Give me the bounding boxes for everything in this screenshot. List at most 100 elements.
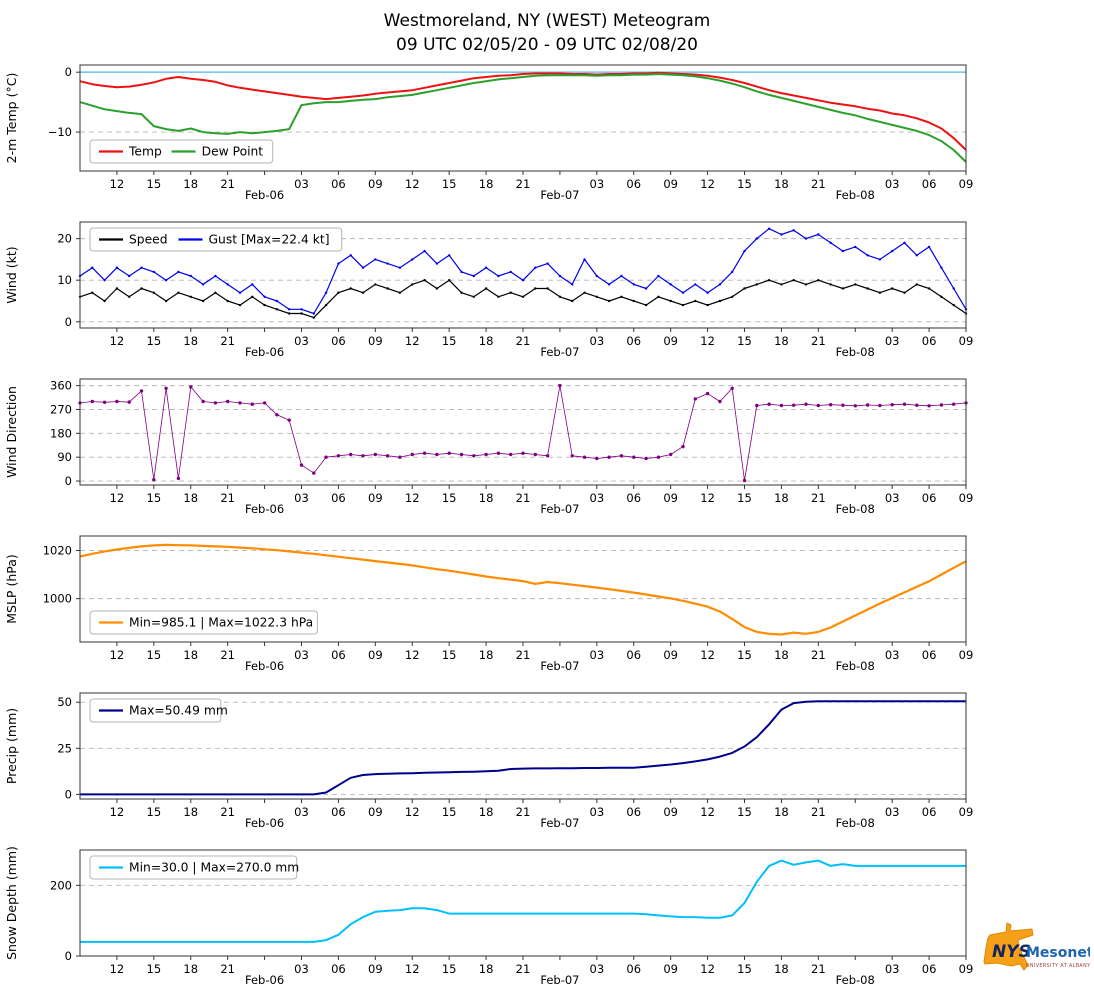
svg-text:18: 18: [774, 491, 789, 505]
svg-text:03: 03: [590, 491, 605, 505]
mslp-plot: 1020 1000 12 15 18 21 Feb-06 03 06 09 12 15 18 21 Feb-…: [4, 535, 974, 673]
svg-text:03: 03: [885, 648, 900, 662]
svg-text:18: 18: [774, 962, 789, 976]
snow-plot: 0 200 12 15 18 21 Feb-06 03 06 09 12 15 18 21 Feb-07 03…: [4, 846, 973, 987]
svg-text:12: 12: [700, 648, 715, 662]
svg-text:15: 15: [737, 334, 752, 348]
svg-text:15: 15: [147, 805, 162, 819]
svg-text:Feb-06: Feb-06: [245, 973, 284, 987]
svg-text:18: 18: [183, 491, 198, 505]
svg-text:21: 21: [516, 334, 531, 348]
svg-text:15: 15: [442, 491, 457, 505]
svg-text:03: 03: [294, 491, 309, 505]
svg-text:15: 15: [737, 648, 752, 662]
svg-text:21: 21: [220, 177, 235, 191]
svg-text:Feb-06: Feb-06: [245, 188, 284, 202]
svg-text:21: 21: [811, 648, 826, 662]
panel-precip: 0 25 50 12 15 18 21 Feb-06 03 06 09 12 15 18 21 Feb-07 0…: [0, 687, 1094, 844]
svg-text:Feb-07: Feb-07: [540, 973, 579, 987]
svg-text:03: 03: [590, 805, 605, 819]
svg-text:18: 18: [774, 177, 789, 191]
svg-text:12: 12: [700, 491, 715, 505]
svg-text:09: 09: [368, 491, 383, 505]
svg-text:12: 12: [700, 334, 715, 348]
svg-text:Feb-06: Feb-06: [245, 659, 284, 673]
svg-text:18: 18: [774, 334, 789, 348]
svg-text:15: 15: [147, 491, 162, 505]
svg-text:15: 15: [737, 177, 752, 191]
svg-text:15: 15: [737, 491, 752, 505]
svg-text:21: 21: [516, 962, 531, 976]
svg-text:10: 10: [57, 273, 72, 287]
svg-text:03: 03: [885, 962, 900, 976]
svg-text:09: 09: [368, 805, 383, 819]
svg-text:09: 09: [959, 648, 974, 662]
panel-mslp: 1020 1000 12 15 18 21 Feb-06 03 06 09 12 15 18 21 Feb-…: [0, 530, 1094, 687]
svg-text:06: 06: [331, 334, 346, 348]
svg-text:21: 21: [516, 491, 531, 505]
svg-text:18: 18: [479, 648, 494, 662]
ny-state-icon: NYS Mesonet UNIVERSITY AT ALBANY: [983, 922, 1090, 971]
svg-text:09: 09: [959, 491, 974, 505]
svg-text:Feb-06: Feb-06: [245, 345, 284, 359]
svg-text:12: 12: [110, 491, 125, 505]
svg-text:360: 360: [50, 379, 72, 393]
svg-text:09: 09: [959, 177, 974, 191]
svg-text:18: 18: [479, 177, 494, 191]
svg-text:15: 15: [442, 177, 457, 191]
svg-text:06: 06: [331, 648, 346, 662]
svg-text:270: 270: [50, 403, 72, 417]
svg-text:18: 18: [183, 334, 198, 348]
svg-text:15: 15: [147, 177, 162, 191]
panel-2m-temp: 0 −10 12 15 18 21 Feb-06 03 06 09 12 15 18 21 Feb-07 03…: [0, 59, 1094, 216]
svg-text:15: 15: [147, 334, 162, 348]
svg-text:18: 18: [479, 962, 494, 976]
svg-text:21: 21: [811, 177, 826, 191]
nys-mesonet-logo: NYS Mesonet UNIVERSITY AT ALBANY: [980, 910, 1090, 994]
svg-text:25: 25: [57, 742, 72, 756]
svg-text:09: 09: [368, 648, 383, 662]
svg-text:03: 03: [590, 648, 605, 662]
svg-text:15: 15: [442, 805, 457, 819]
svg-text:09: 09: [368, 177, 383, 191]
svg-text:06: 06: [922, 177, 937, 191]
svg-text:Feb-08: Feb-08: [836, 816, 875, 830]
svg-text:09: 09: [663, 648, 678, 662]
svg-text:200: 200: [50, 879, 72, 893]
svg-text:06: 06: [626, 334, 641, 348]
svg-text:21: 21: [220, 962, 235, 976]
svg-text:03: 03: [294, 334, 309, 348]
svg-text:18: 18: [479, 334, 494, 348]
temp-plot: 0 −10 12 15 18 21 Feb-06 03 06 09 12 15 18 21 Feb-07 03…: [4, 64, 974, 202]
series-Temp: [79, 72, 967, 151]
series-Dew Point: [79, 73, 967, 163]
svg-text:−10: −10: [48, 125, 72, 139]
svg-text:Dew Point: Dew Point: [202, 145, 264, 159]
svg-text:06: 06: [922, 805, 937, 819]
svg-text:21: 21: [516, 177, 531, 191]
svg-text:06: 06: [626, 491, 641, 505]
svg-text:1020: 1020: [43, 544, 72, 558]
svg-text:18: 18: [183, 177, 198, 191]
svg-text:21: 21: [220, 648, 235, 662]
svg-text:18: 18: [774, 805, 789, 819]
svg-text:12: 12: [405, 177, 420, 191]
svg-text:12: 12: [405, 334, 420, 348]
meteogram-panels: 0 −10 12 15 18 21 Feb-06 03 06 09 12 15 18 21 Feb-07 03…: [0, 59, 1094, 1001]
svg-text:15: 15: [147, 962, 162, 976]
svg-text:21: 21: [811, 805, 826, 819]
svg-text:06: 06: [922, 648, 937, 662]
svg-text:03: 03: [294, 805, 309, 819]
svg-text:21: 21: [516, 805, 531, 819]
svg-text:09: 09: [663, 805, 678, 819]
series-Precip: [80, 700, 966, 796]
svg-text:Precip (mm): Precip (mm): [4, 708, 19, 784]
svg-text:18: 18: [183, 648, 198, 662]
svg-text:Max=50.49 mm: Max=50.49 mm: [129, 704, 228, 718]
svg-text:12: 12: [405, 648, 420, 662]
svg-text:15: 15: [737, 805, 752, 819]
svg-text:21: 21: [811, 491, 826, 505]
svg-text:Feb-06: Feb-06: [245, 502, 284, 516]
svg-text:Feb-08: Feb-08: [836, 345, 875, 359]
